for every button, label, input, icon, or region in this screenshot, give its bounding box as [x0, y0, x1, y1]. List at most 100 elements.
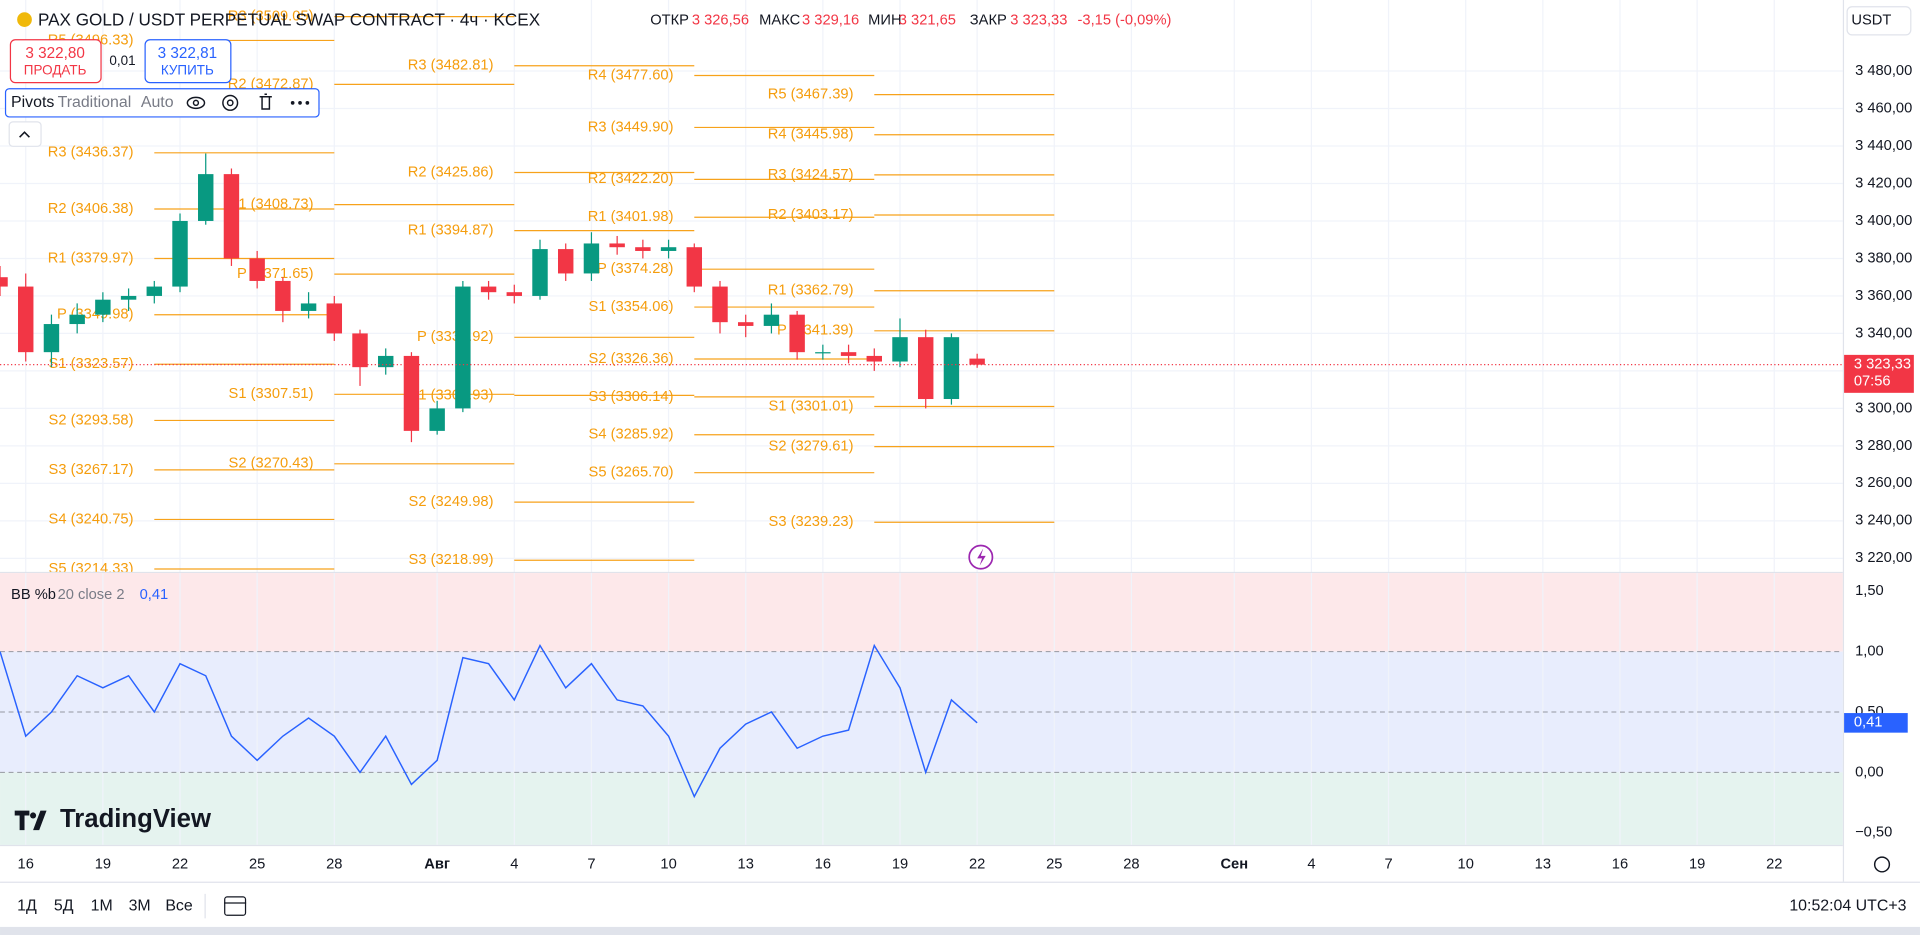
pivot-label: R4 (3445.98)	[768, 127, 854, 143]
bb-value-label: 0,41	[1854, 715, 1883, 731]
buy-label[interactable]: КУПИТЬ	[161, 63, 214, 78]
candle-body	[660, 247, 677, 251]
candle-body	[403, 355, 420, 431]
axis-settings[interactable]	[1873, 856, 1891, 873]
candle-body	[738, 322, 754, 326]
pivot-label: S2 (3293.58)	[49, 412, 134, 428]
pivot-label: S2 (3279.61)	[769, 438, 854, 454]
calendar-icon[interactable]	[224, 896, 247, 916]
sell-price[interactable]: 3 322,80	[25, 45, 85, 62]
pivot-label: S5 (3265.70)	[589, 465, 674, 481]
candle-body	[0, 277, 8, 287]
pivot-label: S4 (3285.92)	[589, 427, 674, 443]
close-label: ЗАКР	[970, 13, 1007, 29]
y-tick-label: 3 280,00	[1855, 438, 1912, 454]
sell-label[interactable]: ПРОДАТЬ	[24, 63, 87, 78]
indicator-name[interactable]: Pivots	[11, 94, 54, 111]
last-price-tag	[1844, 354, 1914, 393]
x-tick-label: 19	[95, 856, 111, 872]
more-icon[interactable]	[290, 101, 310, 105]
range-button[interactable]: Все	[165, 897, 193, 914]
x-tick-label: 22	[969, 856, 985, 872]
pivot-label: R5 (3467.39)	[768, 87, 854, 103]
indicator-legend[interactable]	[4, 88, 320, 118]
delete-icon[interactable]	[259, 93, 272, 110]
x-tick-label: Авг	[424, 856, 450, 872]
symbol-title[interactable]: PAX GOLD / USDT PERPETUAL SWAP CONTRACT …	[38, 9, 541, 29]
y-tick-label: 3 340,00	[1855, 325, 1912, 341]
bb-name[interactable]: BB %b	[11, 587, 56, 603]
collapse-button[interactable]	[8, 121, 42, 147]
candle-body	[146, 286, 163, 296]
candle-body	[532, 249, 548, 296]
candle-body	[249, 258, 265, 281]
bb-pane	[0, 643, 1843, 799]
x-tick-label: 25	[1046, 856, 1062, 872]
x-tick-label: 25	[249, 856, 265, 872]
candle-body	[223, 174, 240, 259]
logo-text: TradingView	[60, 805, 212, 833]
background	[0, 573, 1843, 845]
candle-body	[506, 292, 523, 296]
range-button[interactable]: 5Д	[54, 897, 74, 914]
candle-body	[300, 303, 317, 311]
high-value: 3 329,16	[802, 13, 859, 29]
y-tick-label: 3 480,00	[1855, 63, 1912, 79]
x-tick-label: 28	[1123, 856, 1139, 872]
x-tick-label: 7	[587, 856, 595, 872]
pivot-label: R3 (3436.37)	[48, 145, 134, 161]
band-lower-zone	[0, 772, 1843, 845]
candle-body	[455, 286, 471, 409]
pivot-label: R1 (3379.97)	[48, 250, 134, 266]
logo-icon	[14, 810, 47, 831]
pivot-label: S3 (3267.17)	[49, 462, 134, 478]
dot	[290, 101, 295, 105]
clock[interactable]: 10:52:04 UTC+3	[1789, 897, 1906, 914]
logo-dot	[30, 812, 37, 819]
settings-icon[interactable]	[222, 94, 239, 111]
indicator-type: Traditional	[58, 94, 132, 111]
grid	[0, 0, 1843, 845]
eye-icon[interactable]	[186, 96, 206, 110]
range-button[interactable]: 1Д	[17, 897, 37, 914]
x-tick-label: 28	[326, 856, 342, 872]
countdown-label: 07:56	[1854, 374, 1891, 390]
candle-body	[198, 174, 214, 221]
candle-body	[917, 337, 934, 400]
pivot-label: S2 (3249.98)	[409, 494, 494, 510]
candle-body	[378, 355, 394, 368]
last-price-label: 3 323,33	[1854, 357, 1911, 373]
open-value: 3 326,56	[692, 13, 749, 29]
pivot-label: S1 (3323.57)	[49, 356, 134, 372]
buy-button[interactable]	[144, 39, 232, 84]
pivot-label: R1 (3394.87)	[408, 222, 494, 238]
candle-body	[352, 333, 368, 368]
range-button[interactable]: 1М	[91, 897, 113, 914]
x-tick-label: 13	[1535, 856, 1551, 872]
x-tick-label: 19	[892, 856, 908, 872]
candle-body	[275, 280, 291, 311]
x-tick-label: 13	[738, 856, 754, 872]
pivot-label: R3 (3482.81)	[408, 58, 494, 74]
currency-label[interactable]: USDT	[1851, 13, 1891, 29]
y-tick-label: 3 220,00	[1855, 550, 1912, 566]
dot	[298, 101, 302, 105]
x-tick-label: 4	[510, 856, 518, 872]
symbol-icon	[17, 12, 32, 27]
high-label: МАКС	[759, 13, 800, 29]
bb-settings: 20 close 2	[58, 587, 125, 603]
candle-body	[43, 324, 60, 353]
y-tick-label: 3 420,00	[1855, 175, 1912, 191]
range-button[interactable]: 3М	[129, 897, 151, 914]
currency-button[interactable]	[1846, 6, 1912, 36]
pivot-label: R1 (3362.79)	[768, 283, 854, 299]
candle-body	[326, 303, 343, 334]
y-tick-label: 1,50	[1855, 583, 1884, 599]
pivot-label: S3 (3306.14)	[589, 389, 674, 405]
buy-price[interactable]: 3 322,81	[158, 45, 218, 62]
candle-body	[172, 220, 188, 287]
candle-body	[866, 355, 882, 362]
sell-button[interactable]	[9, 39, 102, 84]
low-label: МИН	[868, 13, 901, 29]
